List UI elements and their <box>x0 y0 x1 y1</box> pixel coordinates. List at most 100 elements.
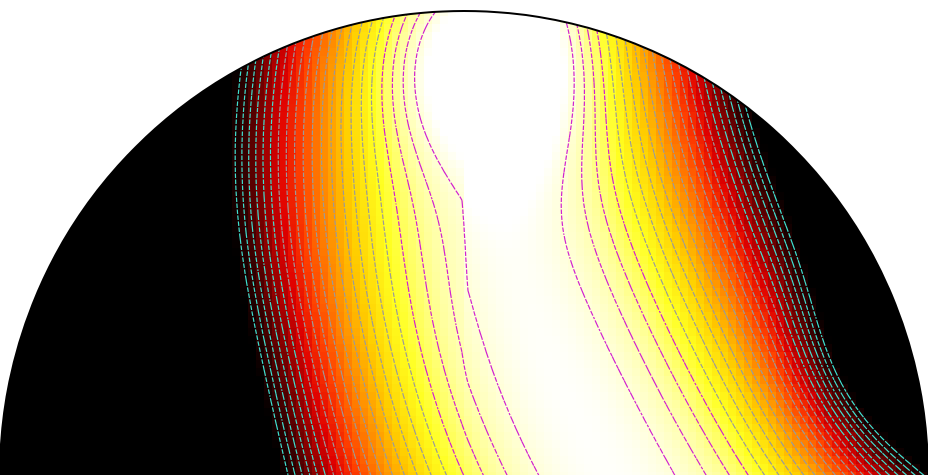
heat-cell <box>184 248 193 257</box>
heat-cell <box>616 248 625 257</box>
heat-cell <box>296 224 305 233</box>
heat-cell <box>208 312 217 321</box>
heat-cell <box>480 432 489 441</box>
heat-cell <box>544 56 553 65</box>
heat-cell <box>832 200 841 209</box>
heat-cell <box>568 120 577 129</box>
heat-cell <box>432 232 441 241</box>
heat-cell <box>152 424 161 433</box>
heat-cell <box>840 296 849 305</box>
heat-cell <box>784 224 793 233</box>
heat-cell <box>504 336 513 345</box>
heat-cell <box>160 304 169 313</box>
heat-cell <box>584 136 593 145</box>
heat-cell <box>584 392 593 401</box>
heat-cell <box>648 400 657 409</box>
heat-cell <box>232 224 241 233</box>
heat-cell <box>720 280 729 289</box>
heat-cell <box>528 32 537 41</box>
heat-cell <box>768 352 777 361</box>
heat-cell <box>896 408 905 417</box>
heat-cell <box>464 48 473 57</box>
heat-cell <box>872 304 881 313</box>
heat-cell <box>216 88 225 97</box>
heat-cell <box>432 296 441 305</box>
heat-cell <box>672 128 681 137</box>
heat-cell <box>320 48 329 57</box>
heat-cell <box>368 256 377 265</box>
heat-cell <box>720 400 729 409</box>
heat-cell <box>320 440 329 449</box>
heat-cell <box>656 64 665 73</box>
heat-cell <box>344 360 353 369</box>
heat-cell <box>776 416 785 425</box>
heat-cell <box>744 248 753 257</box>
heat-cell <box>576 240 585 249</box>
heat-cell <box>96 192 105 201</box>
heat-cell <box>464 216 473 225</box>
heat-cell <box>424 312 433 321</box>
heat-cell <box>656 192 665 201</box>
heat-cell <box>240 304 249 313</box>
heat-cell <box>760 184 769 193</box>
heat-cell <box>432 248 441 257</box>
heat-cell <box>584 96 593 105</box>
heat-cell <box>632 312 641 321</box>
heat-cell <box>128 248 137 257</box>
heat-cell <box>496 80 505 89</box>
heat-cell <box>336 208 345 217</box>
heat-cell <box>592 312 601 321</box>
heat-cell <box>640 80 649 89</box>
heat-cell <box>544 360 553 369</box>
heat-cell <box>464 280 473 289</box>
heat-cell <box>776 192 785 201</box>
heat-cell <box>808 216 817 225</box>
heat-cell <box>536 248 545 257</box>
heat-cell <box>520 312 529 321</box>
heat-cell <box>264 288 273 297</box>
heat-cell <box>488 80 497 89</box>
heat-cell <box>416 184 425 193</box>
heat-cell <box>488 392 497 401</box>
heat-cell <box>240 344 249 353</box>
heat-cell <box>712 272 721 281</box>
heat-cell <box>552 352 561 361</box>
heat-cell <box>280 320 289 329</box>
heat-cell <box>144 184 153 193</box>
heat-cell <box>664 272 673 281</box>
heat-cell <box>448 112 457 121</box>
heat-cell <box>336 104 345 113</box>
heat-cell <box>640 376 649 385</box>
heat-cell <box>664 216 673 225</box>
heat-cell <box>400 48 409 57</box>
heat-cell <box>440 392 449 401</box>
heat-cell <box>56 280 65 289</box>
heat-cell <box>104 264 113 273</box>
heat-cell <box>696 288 705 297</box>
heat-cell <box>96 288 105 297</box>
heat-cell <box>336 40 345 49</box>
heat-cell <box>432 280 441 289</box>
heat-cell <box>448 296 457 305</box>
heat-cell <box>424 192 433 201</box>
heat-cell <box>832 384 841 393</box>
heat-cell <box>256 320 265 329</box>
heat-cell <box>608 248 617 257</box>
heat-cell <box>112 296 121 305</box>
heat-cell <box>424 352 433 361</box>
heat-cell <box>696 224 705 233</box>
heat-cell <box>624 392 633 401</box>
heat-cell <box>456 384 465 393</box>
heat-cell <box>688 312 697 321</box>
heat-cell <box>528 208 537 217</box>
heat-cell <box>280 136 289 145</box>
heat-cell <box>360 400 369 409</box>
heat-cell <box>320 264 329 273</box>
heat-cell <box>64 312 73 321</box>
heat-cell <box>624 352 633 361</box>
heat-cell <box>536 88 545 97</box>
heat-cell <box>728 296 737 305</box>
heat-cell <box>344 168 353 177</box>
heat-cell <box>840 304 849 313</box>
heat-cell <box>280 360 289 369</box>
